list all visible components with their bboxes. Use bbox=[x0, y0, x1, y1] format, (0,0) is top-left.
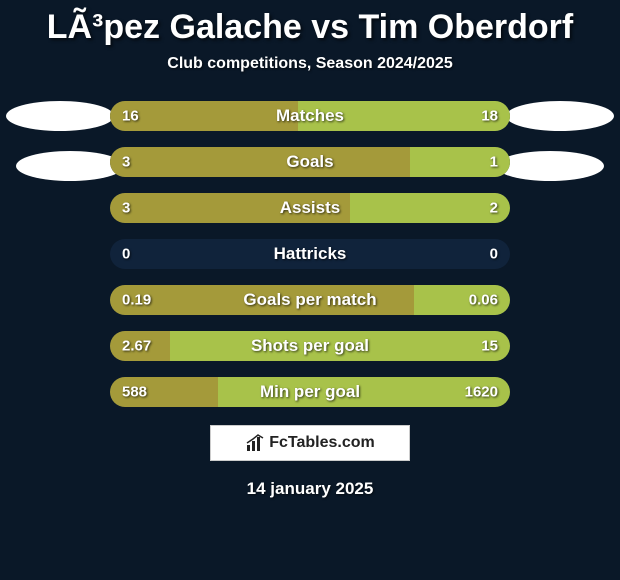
right-value: 2 bbox=[490, 200, 498, 217]
comparison-arena: 16 18 Matches 3 1 Goals 3 2 Assists 0 0 Hattricks 0.… bbox=[0, 101, 620, 407]
logo-text: FcTables.com bbox=[269, 434, 375, 452]
stat-label: Goals per match bbox=[243, 290, 376, 310]
stat-row: 0 0 Hattricks bbox=[110, 239, 510, 269]
source-logo: FcTables.com bbox=[210, 425, 410, 461]
right-value: 1620 bbox=[465, 384, 498, 401]
left-value: 3 bbox=[122, 154, 130, 171]
stat-label: Shots per goal bbox=[251, 336, 369, 356]
right-ellipse bbox=[506, 101, 614, 131]
stat-row: 2.67 15 Shots per goal bbox=[110, 331, 510, 361]
right-value: 18 bbox=[481, 108, 498, 125]
date-text: 14 january 2025 bbox=[0, 479, 620, 499]
stat-label: Hattricks bbox=[274, 244, 347, 264]
left-fill bbox=[110, 147, 410, 177]
stat-row: 3 2 Assists bbox=[110, 193, 510, 223]
left-value: 2.67 bbox=[122, 338, 151, 355]
stat-row: 588 1620 Min per goal bbox=[110, 377, 510, 407]
stat-label: Min per goal bbox=[260, 382, 360, 402]
right-value: 0.06 bbox=[469, 292, 498, 309]
left-ellipse bbox=[6, 101, 114, 131]
stat-label: Matches bbox=[276, 106, 344, 126]
stat-row: 3 1 Goals bbox=[110, 147, 510, 177]
right-value: 0 bbox=[490, 246, 498, 263]
left-ellipse bbox=[16, 151, 124, 181]
stat-label: Goals bbox=[286, 152, 333, 172]
stat-label: Assists bbox=[280, 198, 340, 218]
left-value: 0.19 bbox=[122, 292, 151, 309]
page-title: LÃ³pez Galache vs Tim Oberdorf bbox=[0, 0, 620, 47]
stat-row: 16 18 Matches bbox=[110, 101, 510, 131]
stat-bars: 16 18 Matches 3 1 Goals 3 2 Assists 0 0 Hattricks 0.… bbox=[110, 101, 510, 407]
left-value: 3 bbox=[122, 200, 130, 217]
left-value: 588 bbox=[122, 384, 147, 401]
right-value: 15 bbox=[481, 338, 498, 355]
subtitle: Club competitions, Season 2024/2025 bbox=[0, 55, 620, 73]
stat-row: 0.19 0.06 Goals per match bbox=[110, 285, 510, 315]
right-fill bbox=[350, 193, 510, 223]
right-value: 1 bbox=[490, 154, 498, 171]
left-value: 0 bbox=[122, 246, 130, 263]
chart-icon bbox=[245, 433, 265, 453]
right-ellipse bbox=[496, 151, 604, 181]
left-value: 16 bbox=[122, 108, 139, 125]
